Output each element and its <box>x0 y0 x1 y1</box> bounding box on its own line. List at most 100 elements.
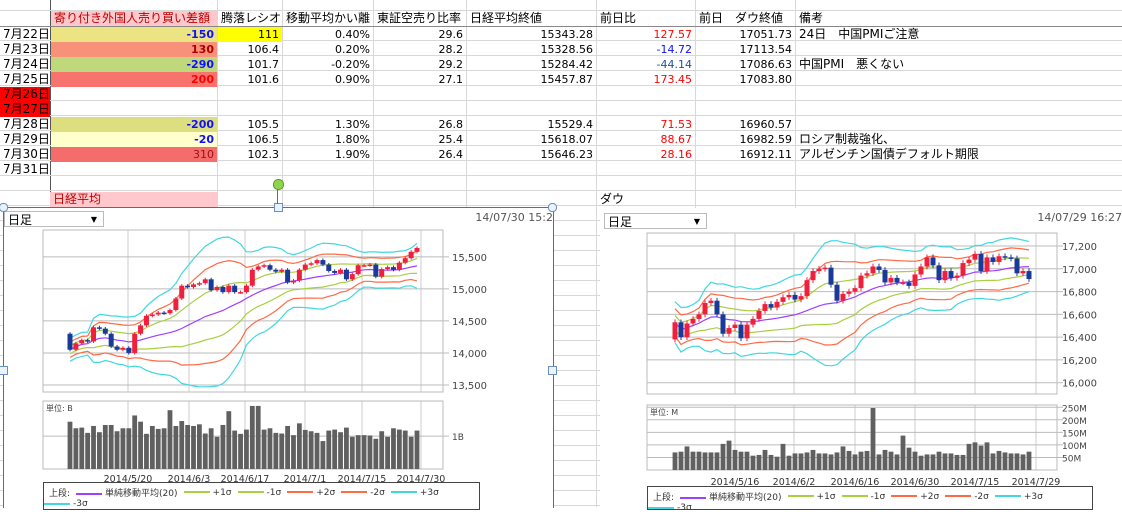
row-date[interactable]: 7月25日 <box>3 72 50 86</box>
cell-note[interactable] <box>796 162 1122 177</box>
row-date[interactable]: 7月26日 <box>0 87 50 102</box>
cell-note[interactable] <box>796 102 1122 117</box>
cell-nikkei[interactable] <box>467 162 596 177</box>
cell-nikkei[interactable] <box>467 87 596 102</box>
cell-ratio[interactable] <box>218 87 282 102</box>
cell-dow[interactable]: 16912.11 <box>739 148 793 161</box>
row-date[interactable]: 7月24日 <box>3 57 50 71</box>
period-dropdown[interactable]: 日足 ▼ <box>604 213 707 229</box>
header-dow-close[interactable]: 前日 ダウ終値 <box>699 11 784 25</box>
header-short-sell-ratio[interactable]: 東証空売り比率 <box>377 11 462 25</box>
cell-ratio[interactable]: 106.4 <box>247 43 280 56</box>
cell-note[interactable] <box>796 72 1122 87</box>
row-date[interactable]: 7月29日 <box>3 132 50 146</box>
row-date[interactable]: 7月30日 <box>3 147 50 161</box>
cell-dow[interactable]: 17083.80 <box>739 73 793 86</box>
cell-note[interactable] <box>796 42 1122 57</box>
cell-foreign[interactable] <box>51 162 217 177</box>
cell-change[interactable]: -14.72 <box>656 43 692 56</box>
dow-chart[interactable]: 日足 ▼ 14/07/29 16:27 17,200 17,000 16,800 16,… <box>600 208 1122 513</box>
cell-foreign[interactable] <box>51 87 217 102</box>
cell-ratio[interactable]: 101.7 <box>247 58 280 71</box>
cell-deviation[interactable]: 0.40% <box>335 28 370 41</box>
cell-change[interactable]: 71.53 <box>660 118 693 131</box>
cell-nikkei[interactable]: 15284.42 <box>540 58 594 71</box>
cell-short[interactable]: 26.8 <box>438 118 464 131</box>
cell-nikkei[interactable]: 15618.07 <box>540 133 594 146</box>
cell-change[interactable]: 173.45 <box>653 73 693 86</box>
cell-nikkei[interactable]: 15457.87 <box>540 73 594 86</box>
cell-nikkei[interactable]: 15646.23 <box>540 148 594 161</box>
cell-deviation[interactable]: 0.20% <box>335 43 370 56</box>
cell-short[interactable] <box>374 87 466 102</box>
cell-foreign[interactable]: -150 <box>51 27 217 42</box>
cell-short[interactable]: 29.6 <box>438 28 464 41</box>
cell-nikkei[interactable]: 15343.28 <box>540 28 594 41</box>
resize-handle[interactable] <box>548 366 557 375</box>
cell-foreign[interactable]: 130 <box>51 42 217 57</box>
cell-nikkei[interactable]: 15328.56 <box>540 43 594 56</box>
cell-deviation[interactable] <box>283 87 373 102</box>
cell-dow[interactable]: 17086.63 <box>739 58 793 71</box>
cell-foreign[interactable]: -200 <box>51 117 217 132</box>
rotate-handle[interactable] <box>273 179 284 190</box>
cell-short[interactable]: 27.1 <box>438 73 464 86</box>
dow-label[interactable]: ダウ <box>600 192 625 206</box>
cell-foreign[interactable]: -20 <box>51 132 217 147</box>
cell-deviation[interactable] <box>283 102 373 117</box>
cell-short[interactable] <box>374 162 466 177</box>
cell-dow[interactable]: 16960.57 <box>739 118 793 131</box>
cell-dow[interactable] <box>696 162 795 177</box>
header-nikkei-close[interactable]: 日経平均終値 <box>470 11 543 25</box>
resize-handle[interactable] <box>0 366 8 375</box>
resize-handle[interactable] <box>0 203 8 212</box>
header-foreign-net[interactable]: 寄り付き外国人売り買い差額 <box>51 11 217 26</box>
nikkei-label[interactable]: 日経平均 <box>50 192 217 207</box>
cell-ratio[interactable] <box>218 162 282 177</box>
cell-short[interactable]: 28.2 <box>438 43 464 56</box>
cell-dow[interactable] <box>696 87 795 102</box>
cell-foreign[interactable]: -290 <box>51 57 217 72</box>
cell-short[interactable] <box>374 102 466 117</box>
cell-deviation[interactable] <box>283 162 373 177</box>
cell-dow[interactable]: 16982.59 <box>739 133 793 146</box>
cell-foreign[interactable]: 200 <box>51 72 217 87</box>
cell-ratio[interactable] <box>218 102 282 117</box>
cell-note[interactable]: アルゼンチン国債デフォルト期限 <box>799 147 979 161</box>
resize-handle[interactable] <box>274 203 283 212</box>
period-dropdown[interactable]: 日足 ▼ <box>4 211 104 227</box>
cell-note[interactable]: 24日 中国PMIご注意 <box>799 27 920 41</box>
cell-short[interactable]: 26.4 <box>438 148 464 161</box>
cell-ratio[interactable]: 102.3 <box>247 148 280 161</box>
cell-change[interactable] <box>597 102 695 117</box>
cell-ratio[interactable]: 105.5 <box>247 118 280 131</box>
cell-change[interactable]: -44.14 <box>656 58 692 71</box>
nikkei-chart[interactable]: 日足 ▼ 14/07/30 15:2 15,500 15,000 14,500 14,0… <box>3 208 553 510</box>
resize-handle[interactable] <box>548 203 557 212</box>
cell-short[interactable]: 25.4 <box>438 133 464 146</box>
chart-selection-frame[interactable] <box>3 207 554 508</box>
cell-note[interactable]: 中国PMI 悪くない <box>799 57 905 71</box>
header-ma-deviation[interactable]: 移動平均かい離 <box>286 11 371 25</box>
cell-short[interactable]: 29.2 <box>438 58 464 71</box>
cell-foreign[interactable]: 310 <box>51 147 217 162</box>
cell-ratio[interactable]: 106.5 <box>247 133 280 146</box>
cell-change[interactable]: 127.57 <box>653 28 693 41</box>
cell-deviation[interactable]: -0.20% <box>331 58 370 71</box>
cell-deviation[interactable]: 0.90% <box>335 73 370 86</box>
cell-dow[interactable]: 17051.73 <box>739 28 793 41</box>
row-date[interactable]: 7月28日 <box>3 117 50 131</box>
row-date[interactable]: 7月31日 <box>3 162 50 176</box>
row-date[interactable]: 7月22日 <box>3 27 50 41</box>
cell-deviation[interactable]: 1.80% <box>335 133 370 146</box>
cell-nikkei[interactable] <box>467 102 596 117</box>
cell-nikkei[interactable]: 15529.4 <box>547 118 594 131</box>
cell-deviation[interactable]: 1.90% <box>335 148 370 161</box>
cell-note[interactable] <box>796 87 1122 102</box>
row-date[interactable]: 7月27日 <box>0 102 50 117</box>
cell-dow[interactable] <box>696 102 795 117</box>
row-date[interactable]: 7月23日 <box>3 42 50 56</box>
cell-note[interactable]: ロシア制裁強化、 <box>799 132 896 146</box>
header-advance-decline-ratio[interactable]: 腾落レシオ <box>221 11 282 25</box>
